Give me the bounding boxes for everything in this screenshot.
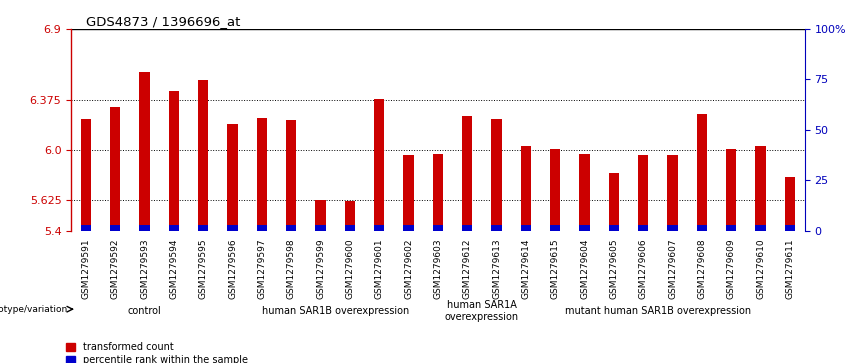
Bar — [315, 225, 326, 231]
Text: control: control — [128, 306, 161, 316]
Bar — [667, 155, 678, 231]
Text: genotype/variation: genotype/variation — [0, 305, 68, 314]
Bar — [550, 148, 561, 231]
Bar — [81, 119, 91, 231]
Bar — [580, 225, 589, 231]
Bar — [608, 173, 619, 231]
Bar — [755, 225, 766, 231]
Bar — [404, 225, 414, 231]
Bar — [110, 107, 121, 231]
Bar — [374, 99, 385, 231]
Bar — [110, 225, 121, 231]
Bar — [257, 225, 267, 231]
Bar — [638, 155, 648, 231]
Bar — [345, 201, 355, 231]
Bar — [168, 225, 179, 231]
Bar — [491, 119, 502, 231]
Bar — [462, 117, 472, 231]
Bar — [286, 121, 296, 231]
Bar — [667, 225, 678, 231]
Bar — [227, 225, 238, 231]
Bar — [198, 225, 208, 231]
Bar — [638, 225, 648, 231]
Legend: transformed count, percentile rank within the sample: transformed count, percentile rank withi… — [66, 342, 248, 363]
Bar — [140, 225, 149, 231]
Bar — [785, 177, 795, 231]
Bar — [433, 225, 443, 231]
Bar — [227, 125, 238, 231]
Bar — [81, 225, 91, 231]
Bar — [315, 200, 326, 231]
Bar — [697, 225, 707, 231]
Bar — [462, 225, 472, 231]
Bar — [697, 114, 707, 231]
Bar — [168, 91, 179, 231]
Text: human SAR1A
overexpression: human SAR1A overexpression — [445, 301, 519, 322]
Bar — [755, 146, 766, 231]
Bar — [727, 148, 736, 231]
Text: GDS4873 / 1396696_at: GDS4873 / 1396696_at — [86, 15, 240, 28]
Bar — [345, 225, 355, 231]
Bar — [257, 118, 267, 231]
Bar — [521, 225, 531, 231]
Bar — [198, 80, 208, 231]
Bar — [140, 72, 149, 231]
Bar — [286, 225, 296, 231]
Bar — [374, 225, 385, 231]
Bar — [550, 225, 561, 231]
Bar — [433, 154, 443, 231]
Bar — [608, 225, 619, 231]
Text: mutant human SAR1B overexpression: mutant human SAR1B overexpression — [565, 306, 751, 316]
Bar — [580, 154, 589, 231]
Bar — [491, 225, 502, 231]
Bar — [727, 225, 736, 231]
Bar — [785, 225, 795, 231]
Text: human SAR1B overexpression: human SAR1B overexpression — [261, 306, 409, 316]
Bar — [404, 155, 414, 231]
Bar — [521, 146, 531, 231]
